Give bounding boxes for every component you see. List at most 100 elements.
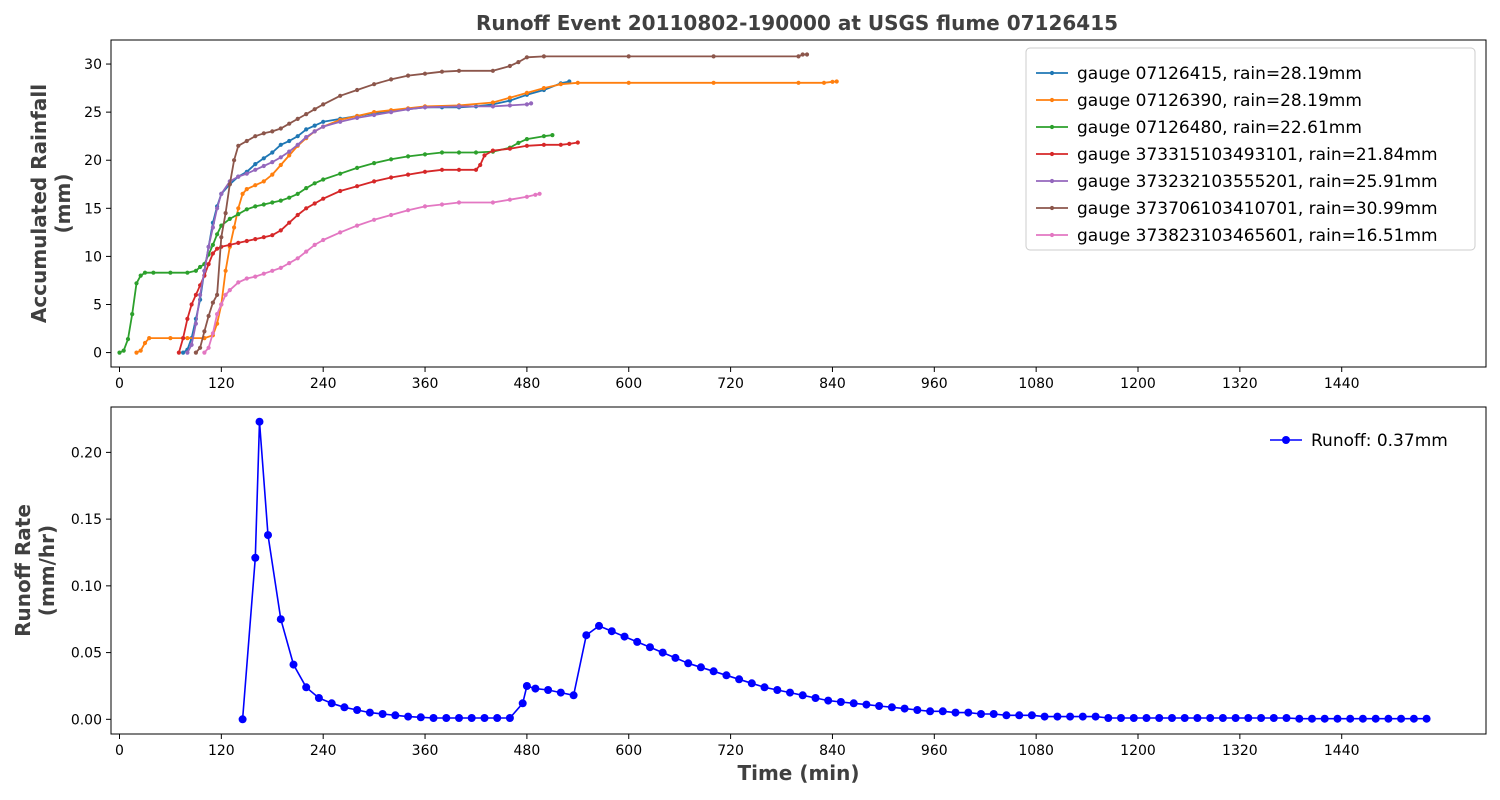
data-point — [321, 119, 326, 124]
data-point — [1206, 714, 1215, 722]
data-point — [406, 107, 411, 112]
data-point — [646, 643, 654, 652]
data-point — [236, 212, 241, 217]
data-point — [456, 167, 462, 172]
data-point — [1409, 714, 1418, 723]
data-point — [875, 702, 884, 710]
data-point — [620, 632, 629, 641]
y-axis-label-line: Accumulated Rainfall — [27, 84, 51, 323]
data-point — [193, 350, 198, 355]
data-point — [456, 150, 462, 155]
legend-item: gauge 373706103410701, rain=30.99mm — [1036, 199, 1438, 219]
data-point — [541, 54, 547, 59]
data-point — [821, 80, 827, 85]
data-point — [626, 54, 631, 59]
y-axis-label-line: (mm) — [51, 174, 75, 234]
series-5 — [185, 101, 534, 355]
data-point — [261, 156, 266, 161]
legend-swatch-marker — [1049, 70, 1055, 76]
data-point — [524, 55, 530, 60]
data-point — [198, 345, 203, 350]
data-point — [1180, 714, 1189, 722]
data-point — [773, 686, 782, 694]
data-point — [490, 100, 495, 105]
data-point — [372, 112, 377, 118]
x-tick-label: 1440 — [1324, 376, 1360, 392]
data-point — [1231, 714, 1240, 722]
data-point — [507, 63, 512, 69]
data-point — [206, 262, 211, 267]
data-point — [125, 337, 131, 342]
data-point — [456, 200, 462, 205]
data-point — [219, 302, 224, 307]
data-point — [289, 660, 298, 669]
data-point — [389, 212, 394, 218]
data-point — [253, 162, 258, 167]
data-point — [278, 198, 283, 203]
data-point — [227, 242, 232, 247]
data-point — [340, 703, 349, 712]
data-point — [287, 138, 292, 144]
data-point — [1027, 711, 1036, 720]
data-point — [304, 112, 309, 117]
y-axis-label: Runoff Rate(mm/hr) — [11, 504, 59, 637]
data-point — [244, 238, 249, 244]
data-point — [236, 143, 241, 148]
data-point — [295, 256, 300, 261]
data-point — [1308, 714, 1316, 723]
data-point — [287, 153, 292, 158]
legend: gauge 07126415, rain=28.19mm gauge 071263… — [1025, 47, 1476, 251]
x-tick-label: 1320 — [1222, 743, 1258, 759]
data-point — [312, 123, 317, 128]
data-point — [321, 237, 326, 243]
data-point — [558, 82, 563, 87]
data-point — [210, 242, 215, 247]
data-point — [270, 160, 275, 165]
data-point — [134, 350, 139, 355]
data-point — [312, 242, 317, 247]
data-point — [722, 671, 731, 680]
series-1 — [238, 417, 1431, 724]
y-tick-label: 25 — [84, 105, 102, 121]
legend-item: gauge 373232103555201, rain=25.91mm — [1036, 172, 1438, 192]
data-point — [389, 157, 394, 162]
data-point — [849, 699, 858, 708]
data-point — [304, 186, 309, 191]
data-point — [798, 691, 807, 700]
data-point — [1168, 714, 1176, 722]
x-tick-label: 600 — [615, 376, 642, 392]
data-point — [1257, 714, 1266, 722]
data-point — [181, 336, 186, 341]
data-point — [338, 93, 343, 98]
y-tick-label: 5 — [93, 297, 102, 313]
data-point — [1269, 714, 1278, 722]
data-point — [295, 134, 300, 139]
data-point — [185, 270, 190, 275]
data-point — [121, 348, 126, 353]
x-tick-label: 720 — [717, 376, 744, 392]
data-point — [1282, 714, 1291, 722]
data-point — [270, 200, 275, 205]
data-point — [416, 713, 425, 722]
y-tick-label: 30 — [84, 57, 102, 73]
data-point — [365, 708, 374, 717]
data-point — [295, 116, 300, 121]
data-point — [264, 531, 272, 540]
x-tick-label: 720 — [717, 743, 744, 759]
data-point — [473, 150, 479, 155]
data-point — [240, 191, 245, 196]
data-point — [480, 714, 489, 722]
data-point — [529, 101, 534, 106]
data-point — [490, 68, 495, 73]
data-point — [913, 706, 922, 714]
data-point — [391, 711, 400, 720]
legend-label: gauge 373706103410701, rain=30.99mm — [1077, 199, 1438, 219]
data-point — [422, 169, 428, 174]
data-point — [304, 135, 309, 140]
data-point — [567, 141, 572, 146]
data-point — [1346, 714, 1355, 723]
y-tick-label: 0.10 — [71, 579, 102, 595]
data-point — [185, 316, 190, 321]
legend-item: gauge 07126480, rain=22.61mm — [1036, 118, 1362, 138]
